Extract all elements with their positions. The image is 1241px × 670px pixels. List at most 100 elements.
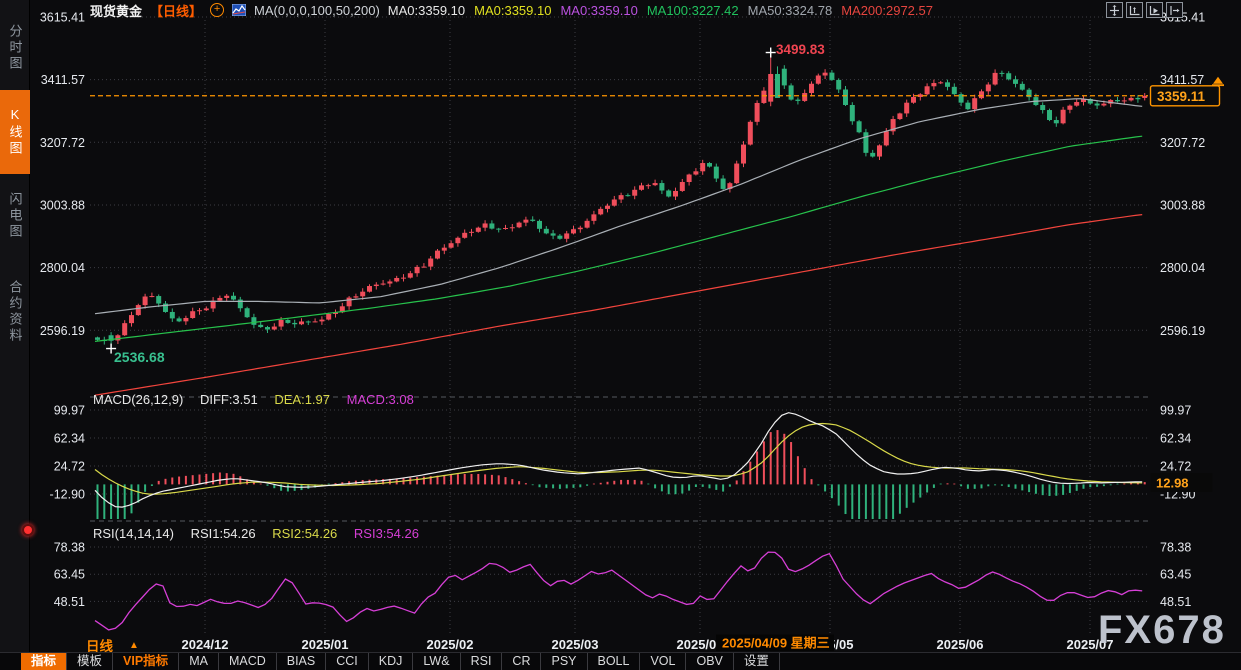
macd-diff-value: DIFF:3.51 — [199, 392, 258, 407]
rsi2-value: RSI2:54.26 — [272, 526, 338, 541]
sidebar-tab-2[interactable]: K线图 — [0, 90, 30, 174]
svg-text:2025/06: 2025/06 — [937, 637, 984, 652]
price-alert-icon — [1212, 76, 1224, 87]
ma-legend: MA0:3359.10 MA0:3359.10 MA0:3359.10 MA100:3… — [388, 3, 942, 18]
chart-header: 现货黄金 【日线】 + MA(0,0,0,100,50,200) MA0:335… — [90, 1, 942, 19]
toolbar-tab-MA[interactable]: MA — [179, 653, 219, 670]
axis-play-icon[interactable] — [1146, 2, 1163, 18]
toolbar-tab-LW&[interactable]: LW& — [413, 653, 461, 670]
toolbar-tab-模板[interactable]: 模板 — [67, 653, 114, 670]
rsi-title: RSI(14,14,14) — [93, 526, 174, 541]
dea-line — [94, 422, 1143, 495]
chevron-up-icon: ▲ — [129, 639, 139, 651]
toolbar-tab-BIAS[interactable]: BIAS — [277, 653, 327, 670]
svg-text:62.34: 62.34 — [54, 432, 85, 446]
chart-window-buttons — [1106, 2, 1183, 18]
period-dropdown-label: 日线 — [86, 639, 113, 654]
shift-right-icon[interactable] — [1166, 2, 1183, 18]
low-annotation: 2536.68 — [106, 343, 165, 365]
sidebar-tab-3[interactable]: 闪电图 — [7, 192, 23, 240]
svg-text:63.45: 63.45 — [1160, 568, 1191, 582]
bottom-toolbar: 指标 模板 VIP指标 MA MACD BIAS CCI KDJ LW& RSI CR PSY BOLL… — [0, 652, 1241, 670]
svg-text:2024/12: 2024/12 — [182, 637, 229, 652]
svg-text:2536.68: 2536.68 — [114, 349, 165, 365]
svg-text:3411.57: 3411.57 — [41, 73, 85, 87]
ma-legend-item-1: MA0:3359.10 — [387, 2, 466, 18]
add-overlay-icon[interactable]: + — [210, 3, 225, 17]
svg-text:2800.04: 2800.04 — [1160, 261, 1205, 275]
macd-title: MACD(26,12,9) — [93, 392, 184, 407]
svg-text:2596.19: 2596.19 — [40, 324, 85, 338]
date-tooltip: 2025/04/09 星期三 — [716, 634, 834, 651]
axis-zoom-in-icon[interactable] — [1126, 2, 1143, 18]
ma-legend-item-3: MA0:3359.10 — [560, 2, 638, 18]
toolbar-tab-MACD[interactable]: MACD — [219, 653, 277, 670]
svg-text:2025/02: 2025/02 — [427, 637, 474, 652]
toolbar-tab-BOLL[interactable]: BOLL — [588, 653, 641, 670]
toolbar-tab-KDJ[interactable]: KDJ — [369, 653, 414, 670]
toolbar-tabs: 指标 模板 VIP指标 MA MACD BIAS CCI KDJ LW& RSI CR PSY BOLL… — [21, 653, 780, 670]
last-price-box: 3359.11 — [1149, 85, 1221, 107]
toolbar-tab-PSY[interactable]: PSY — [541, 653, 588, 670]
toolbar-spacer — [0, 653, 21, 670]
toolbar-tab-OBV[interactable]: OBV — [686, 653, 734, 670]
svg-text:62.34: 62.34 — [1160, 432, 1191, 446]
macd-histogram — [96, 430, 1146, 519]
pan-crosshair-icon[interactable] — [1106, 2, 1123, 18]
svg-text:2025/04: 2025/04 — [677, 637, 725, 652]
sidebar: 分时图 K线图闪电图合约资料 — [0, 0, 30, 652]
ma-legend-item-2: MA0:3359.10 — [474, 2, 552, 18]
svg-text:3359.11: 3359.11 — [1157, 89, 1206, 104]
chart-type-icon[interactable] — [232, 4, 247, 16]
diff-line — [94, 412, 1143, 508]
period-tag[interactable]: 【日线】 — [150, 3, 203, 19]
svg-text:2025/01: 2025/01 — [302, 637, 349, 652]
svg-text:2025/07: 2025/07 — [1067, 637, 1114, 652]
macd-dea-value: DEA:1.97 — [274, 392, 331, 407]
svg-text:24.72: 24.72 — [54, 459, 85, 473]
ma200-line — [94, 214, 1143, 396]
toolbar-tab-CR[interactable]: CR — [502, 653, 542, 670]
toolbar-tab-RSI[interactable]: RSI — [461, 653, 503, 670]
ma50-line — [94, 98, 1143, 315]
rsi3-value: RSI3:54.26 — [353, 526, 419, 541]
svg-text:78.38: 78.38 — [54, 541, 85, 555]
svg-text:3207.72: 3207.72 — [40, 136, 85, 150]
high-annotation: 3499.83 — [765, 42, 825, 58]
macd-legend: MACD(26,12,9) DIFF:3.51 DEA:1.97 MACD:3.… — [93, 392, 427, 407]
svg-text:3207.72: 3207.72 — [1160, 136, 1205, 150]
toolbar-tab-VOL[interactable]: VOL — [640, 653, 687, 670]
toolbar-tab-VIP指标[interactable]: VIP指标 — [113, 653, 180, 670]
svg-text:99.97: 99.97 — [54, 404, 85, 418]
rsi-line — [94, 551, 1143, 631]
svg-text:78.38: 78.38 — [1160, 541, 1191, 555]
svg-text:-12.90: -12.90 — [50, 487, 85, 501]
chart-canvas[interactable]: 3615.413615.413411.573411.573207.723207.… — [0, 0, 1241, 652]
svg-text:48.51: 48.51 — [1160, 595, 1191, 609]
period-dropdown[interactable]: 日线 ▲ — [86, 635, 139, 655]
rsi1-value: RSI1:54.26 — [190, 526, 256, 541]
toolbar-tab-设置[interactable]: 设置 — [734, 653, 780, 670]
ma-formula: MA(0,0,0,100,50,200) — [254, 2, 380, 18]
svg-text:99.97: 99.97 — [1160, 404, 1191, 418]
sidebar-tab-1[interactable]: 分时图 — [7, 24, 23, 72]
toolbar-tab-指标[interactable]: 指标 — [21, 653, 68, 670]
svg-text:48.51: 48.51 — [54, 595, 85, 609]
svg-text:2800.04: 2800.04 — [40, 261, 85, 275]
toolbar-tab-CCI[interactable]: CCI — [326, 653, 369, 670]
ma-legend-item-6: MA200:2972.57 — [841, 2, 933, 18]
ma100-line — [94, 135, 1143, 342]
svg-text:2025/03: 2025/03 — [552, 637, 599, 652]
svg-text:3003.88: 3003.88 — [1160, 198, 1205, 212]
svg-text:3499.83: 3499.83 — [776, 42, 825, 57]
macd-axis-box: 12.98 — [1150, 473, 1213, 492]
ma-legend-item-4: MA100:3227.42 — [646, 2, 739, 18]
sidebar-tab-4[interactable]: 合约资料 — [7, 280, 23, 344]
svg-text:63.45: 63.45 — [54, 568, 85, 582]
svg-text:2025/04/09 星期三: 2025/04/09 星期三 — [722, 636, 830, 651]
svg-text:3003.88: 3003.88 — [40, 198, 85, 212]
svg-text:2596.19: 2596.19 — [1160, 324, 1205, 338]
symbol-name: 现货黄金 — [90, 3, 143, 19]
macd-macd-value: MACD:3.08 — [346, 392, 414, 407]
